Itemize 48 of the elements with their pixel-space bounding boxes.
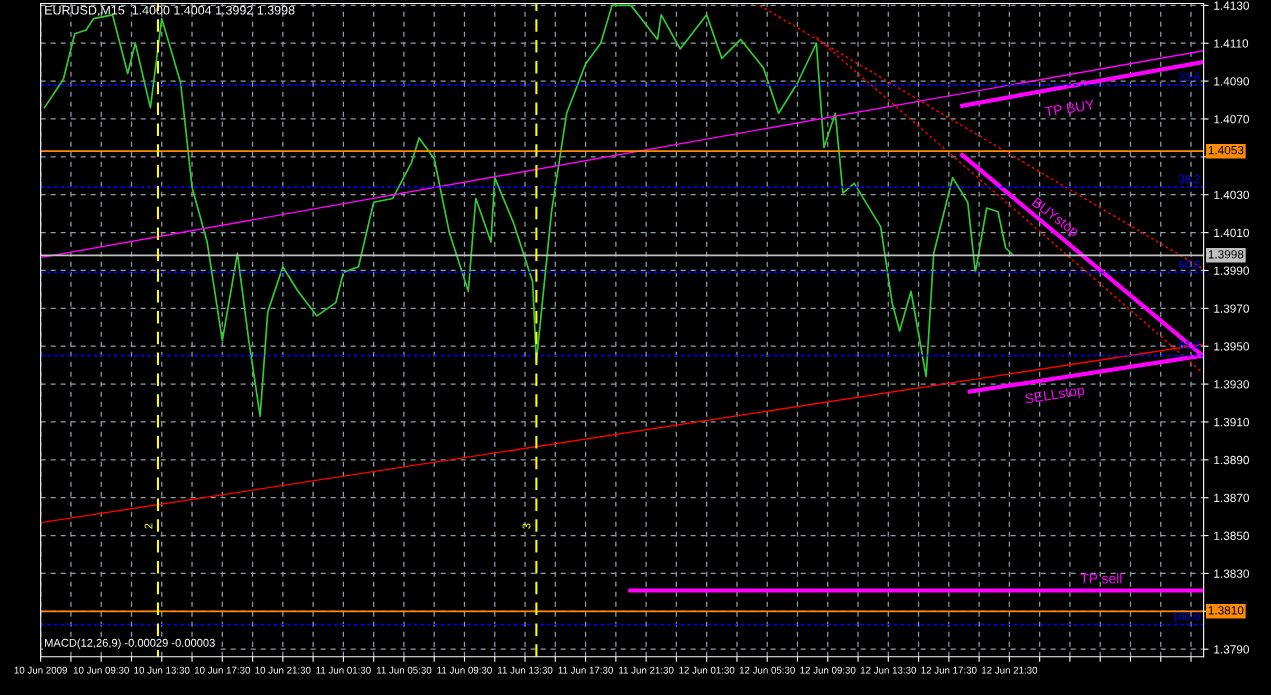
x-tick-label: 12 Jun 05:30 xyxy=(739,666,795,674)
x-tick-label: 10 Jun 21:30 xyxy=(255,666,311,674)
x-tick-label: 11 Jun 09:30 xyxy=(437,666,492,674)
annotation: 50.0 xyxy=(1178,260,1200,269)
y-tick-label: 1.4090 xyxy=(1214,77,1250,86)
y-tick-label: 1.3990 xyxy=(1214,266,1250,275)
y-tick-label: 1.3830 xyxy=(1214,569,1250,578)
x-tick-label: 11 Jun 21:30 xyxy=(619,666,674,674)
annotation: 61.8 xyxy=(1179,340,1200,349)
x-tick-label: 10 Jun 09:30 xyxy=(73,666,129,674)
x-tick-label: 11 Jun 17:30 xyxy=(558,666,613,674)
y-tick-label: 1.4110 xyxy=(1214,39,1249,48)
x-tick-label: 12 Jun 17:30 xyxy=(921,666,977,674)
y-tick-label: 1.3790 xyxy=(1214,645,1250,654)
y-tick-label: 1.3870 xyxy=(1214,493,1250,503)
ref-line-label: 1.3998 xyxy=(1208,250,1244,259)
annotation: 2 xyxy=(144,523,153,529)
x-tick-label: 11 Jun 01:30 xyxy=(316,666,371,674)
ref-line-label: 1.3810 xyxy=(1208,606,1244,615)
x-tick-label: 11 Jun 13:30 xyxy=(498,666,553,674)
annotation: 38.2 xyxy=(1178,175,1200,183)
annotation: 23.6 xyxy=(1179,73,1200,81)
y-tick-label: 1.3930 xyxy=(1214,380,1250,389)
annotation: 100.0 xyxy=(1173,612,1200,621)
y-tick-label: 1.3970 xyxy=(1214,304,1250,313)
x-tick-label: 12 Jun 09:30 xyxy=(800,666,856,674)
y-tick-label: 1.4030 xyxy=(1214,190,1250,200)
annotation: MACD(12,26,9) -0.00029 -0.00003 xyxy=(45,638,215,649)
x-tick-label: 12 Jun 13:30 xyxy=(860,666,917,674)
y-tick-label: 1.4130 xyxy=(1214,1,1250,10)
annotation: TP BUY xyxy=(1044,99,1095,117)
y-tick-label: 1.3890 xyxy=(1214,455,1250,465)
y-tick-label: 1.3850 xyxy=(1214,531,1250,540)
y-tick-label: 1.4010 xyxy=(1214,228,1250,237)
y-tick-label: 1.3910 xyxy=(1214,418,1250,427)
x-tick-label: 11 Jun 05:30 xyxy=(376,666,432,674)
chart-title: EURUSD,M15 1.4000 1.4004 1.3992 1.3998 xyxy=(45,5,295,17)
x-tick-label: 10 Jun 13:30 xyxy=(134,666,190,674)
y-tick-label: 1.3950 xyxy=(1214,342,1250,351)
x-tick-label: 10 Jun 2009 xyxy=(14,666,67,674)
x-tick-label: 12 Jun 21:30 xyxy=(982,666,1038,674)
ref-line-label: 1.4053 xyxy=(1208,145,1244,155)
x-tick-label: 12 Jun 01:30 xyxy=(679,666,735,674)
y-tick-label: 1.4070 xyxy=(1214,115,1250,124)
annotation: SELLstop xyxy=(1024,384,1085,407)
x-tick-label: 10 Jun 17:30 xyxy=(194,666,251,674)
annotation: 3 xyxy=(522,523,531,529)
annotation: TP sell xyxy=(1080,573,1122,584)
